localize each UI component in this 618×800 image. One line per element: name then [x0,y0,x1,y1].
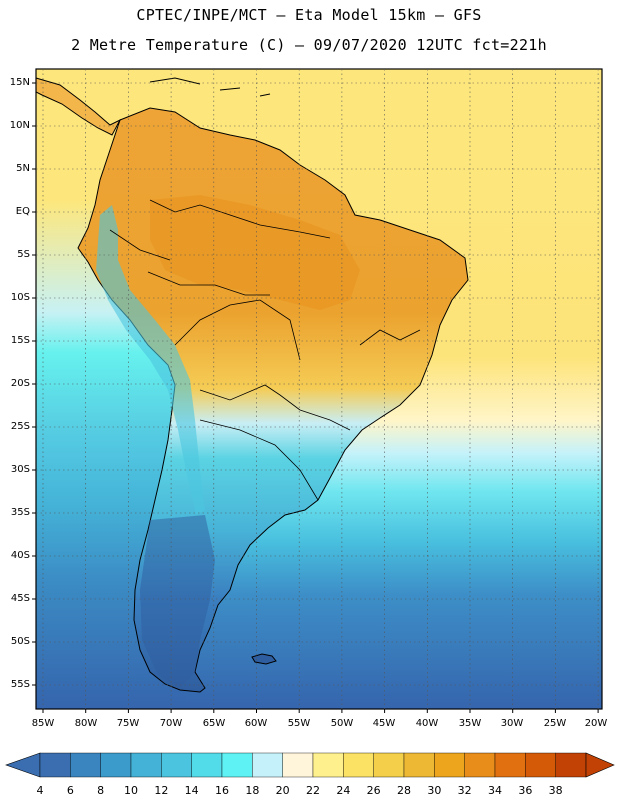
lat-label-15n: 15N [9,77,30,88]
colorbar-label: 22 [306,784,320,797]
colorbar-label: 30 [427,784,442,797]
lon-label-35w: 35W [458,718,482,729]
colorbar-label: 6 [66,784,74,797]
colorbar-label: 38 [548,784,563,797]
map-frame [35,68,603,710]
lon-label-50w: 50W [330,718,354,729]
lon-label-80w: 80W [74,718,98,729]
lat-label-40s: 40S [10,550,30,561]
colorbar-label: 28 [397,784,411,797]
colorbar-label: 26 [366,784,381,797]
colorbar-swatch [191,752,223,778]
lat-label-10n: 10N [9,120,30,131]
colorbar-swatch [70,752,101,778]
colorbar-swatch [252,752,283,778]
colorbar-label: 10 [124,784,138,797]
colorbar-label: 8 [97,784,105,797]
colorbar-swatch [494,752,526,778]
colorbar-label: 14 [184,784,199,797]
colorbar-label: 16 [215,784,229,797]
lat-label-55s: 55S [10,679,30,690]
lat-label-20s: 20S [10,378,30,389]
colorbar-swatch [343,752,374,778]
lon-label-45w: 45W [372,718,396,729]
colorbar-label: 32 [457,784,472,797]
colorbar-low-arrow [5,752,41,778]
lat-label-45s: 45S [10,593,30,604]
lat-label-15s: 15S [10,335,30,346]
lon-label-75w: 75W [116,718,140,729]
map-gridlines [36,69,602,709]
lon-label-65w: 65W [202,718,226,729]
colorbar-swatch [312,752,344,778]
colorbar-swatch [100,752,132,778]
lat-label-5s: 5S [17,249,30,260]
lon-label-40w: 40W [415,718,439,729]
map-title-line1: CPTEC/INPE/MCT – Eta Model 15km – GFS [136,6,482,24]
map-title-line2: 2 Metre Temperature (C) – 09/07/2020 12U… [71,36,547,54]
colorbar-label: 20 [275,784,290,797]
lat-label-50s: 50S [10,636,30,647]
colorbar-swatch [434,752,465,778]
lat-label-eq: EQ [15,206,30,217]
colorbar-label: 36 [518,784,533,797]
amazon-hot-zone [150,195,360,310]
caribbean-islands [149,77,271,97]
map-ticks [32,82,599,713]
central-america-land [35,77,122,136]
lon-label-55w: 55W [287,718,311,729]
colorbar-swatch [464,752,496,778]
colorbar-label: 4 [36,784,44,797]
colorbar-label: 12 [154,784,169,797]
colorbar-label: 18 [245,784,260,797]
colorbar-label: 34 [488,784,502,797]
colorbar-swatch [282,752,314,778]
colorbar-label: 24 [336,784,351,797]
colorbar-swatch [221,752,253,778]
lat-label-25s: 25S [10,421,30,432]
colorbar-swatch [403,752,435,778]
andes-cool-strip [96,205,205,515]
temperature-colorbar [5,752,615,778]
lon-label-70w: 70W [159,718,183,729]
lon-label-20w: 20W [584,718,608,729]
colorbar-swatch [525,752,556,778]
lat-label-10s: 10S [10,292,30,303]
lon-label-60w: 60W [244,718,268,729]
country-borders [109,199,421,501]
colorbar-high-arrow [585,752,615,778]
falkland-islands [251,653,277,665]
lat-label-35s: 35S [10,507,30,518]
colorbar-swatch [39,752,71,778]
colorbar-swatch [130,752,162,778]
colorbar-swatch [161,752,192,778]
colorbar-swatch [555,752,587,778]
lon-label-25w: 25W [543,718,567,729]
patagonia-cold [140,515,215,688]
lat-label-5n: 5N [16,163,30,174]
colorbar-swatch [373,752,405,778]
lat-label-30s: 30S [10,464,30,475]
lon-label-85w: 85W [31,718,55,729]
lon-label-30w: 30W [500,718,524,729]
